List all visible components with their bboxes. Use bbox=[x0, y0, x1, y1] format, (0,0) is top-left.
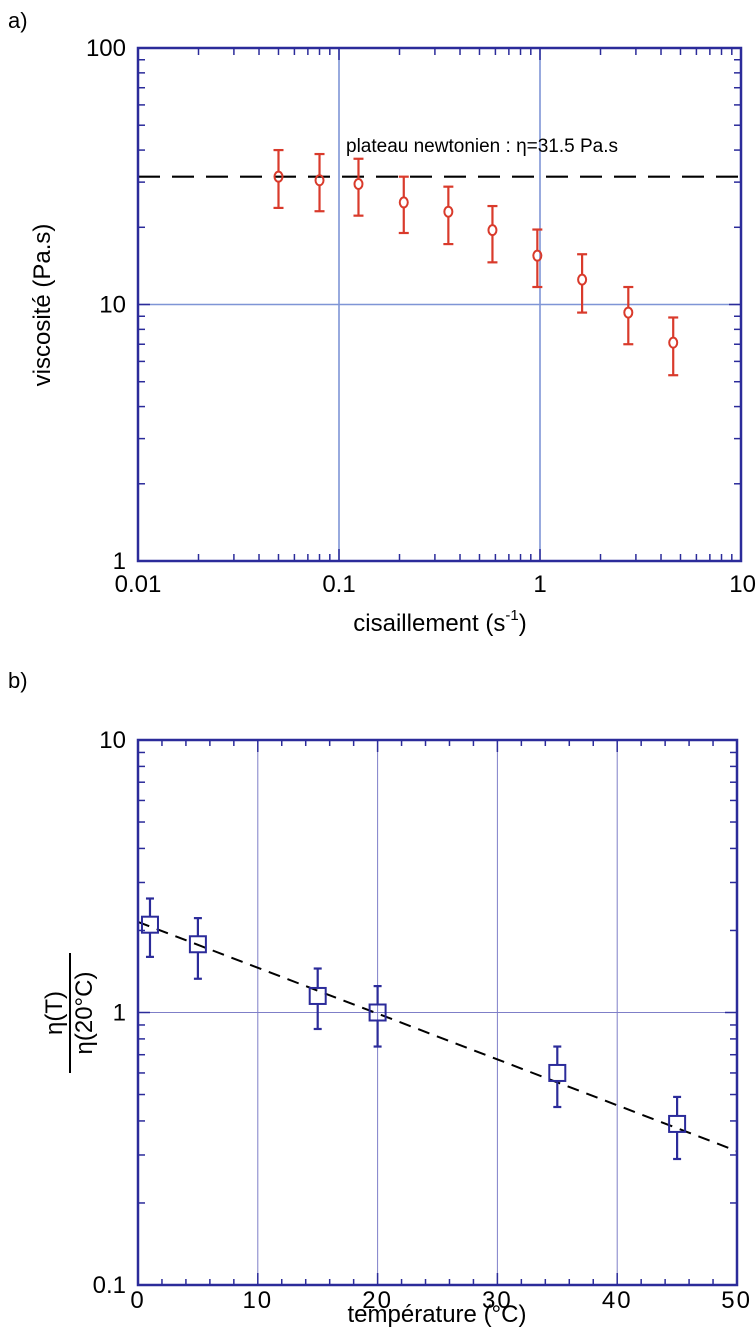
data-point bbox=[353, 177, 364, 190]
x-tick-label: 10 bbox=[242, 1287, 273, 1314]
chart-panel-b: b) 0 10 20 30 40 50 0.1 1 10 température (°C) η(… bbox=[8, 668, 752, 1327]
x-tick-label: 10 bbox=[729, 571, 756, 598]
x-tick-label: 40 bbox=[602, 1287, 633, 1314]
data-point bbox=[188, 935, 207, 954]
data-point bbox=[532, 249, 543, 262]
x-axis-label-a-close: ) bbox=[519, 610, 527, 637]
series-a bbox=[273, 148, 679, 377]
data-point bbox=[548, 1063, 567, 1082]
y-axis-label-b-denominator: η(20°C) bbox=[71, 972, 98, 1055]
plot-frame-a bbox=[136, 46, 743, 563]
y-axis-label-b-numerator: η(T) bbox=[41, 991, 68, 1035]
x-axis-label-a-sup: -1 bbox=[505, 607, 518, 624]
fit-line bbox=[137, 920, 738, 1153]
y-tick-label: 10 bbox=[99, 292, 126, 319]
data-point bbox=[668, 1114, 687, 1133]
y-tick-label: 1 bbox=[113, 548, 126, 575]
data-point bbox=[398, 196, 409, 209]
y-tick-label: 100 bbox=[86, 35, 126, 62]
y-tick-label: 1 bbox=[113, 1000, 126, 1027]
data-point bbox=[443, 205, 454, 218]
chart-panel-a: a) plateau newtonien : η=31.5 Pa.s 0.01 0… bbox=[8, 8, 756, 637]
data-point bbox=[140, 915, 159, 934]
x-axis-label-a: cisaillement (s-1) bbox=[353, 607, 526, 637]
x-tick-label: 20 bbox=[362, 1287, 393, 1314]
x-tick-label: 50 bbox=[721, 1287, 752, 1314]
data-point bbox=[668, 336, 679, 349]
y-axis-label-a: viscosité (Pa.s) bbox=[29, 224, 56, 387]
grid-b bbox=[138, 740, 737, 1285]
grid-a bbox=[138, 48, 741, 561]
x-tick-label: 30 bbox=[482, 1287, 513, 1314]
fit-line-b bbox=[137, 920, 738, 1153]
data-point bbox=[368, 1003, 387, 1022]
y-tick-label: 10 bbox=[99, 727, 126, 754]
data-point bbox=[623, 306, 634, 319]
data-point bbox=[577, 273, 588, 286]
data-point bbox=[314, 174, 325, 187]
x-tick-label: 0.1 bbox=[322, 571, 355, 598]
tick-labels-b: 0 10 20 30 40 50 0.1 1 10 bbox=[93, 727, 752, 1314]
x-axis-label-b: température (°C) bbox=[348, 1301, 527, 1327]
series-b bbox=[140, 897, 687, 1161]
x-axis-label-a-main: cisaillement (s bbox=[353, 610, 505, 637]
panel-b-label: b) bbox=[8, 668, 28, 693]
tick-labels-a: 0.01 0.1 1 10 1 10 100 bbox=[86, 35, 756, 598]
x-tick-label: 1 bbox=[533, 571, 546, 598]
data-point bbox=[487, 224, 498, 237]
plateau-annotation: plateau newtonien : η=31.5 Pa.s bbox=[346, 136, 618, 157]
data-point bbox=[273, 170, 284, 183]
x-tick-label: 0 bbox=[130, 1287, 145, 1314]
panel-a-label: a) bbox=[8, 8, 28, 33]
y-axis-label-b: η(T) η(20°C) bbox=[41, 953, 98, 1073]
y-tick-label: 0.1 bbox=[93, 1272, 126, 1299]
x-tick-label: 0.01 bbox=[115, 571, 162, 598]
data-point bbox=[308, 986, 327, 1005]
plot-frame-b bbox=[136, 738, 739, 1287]
